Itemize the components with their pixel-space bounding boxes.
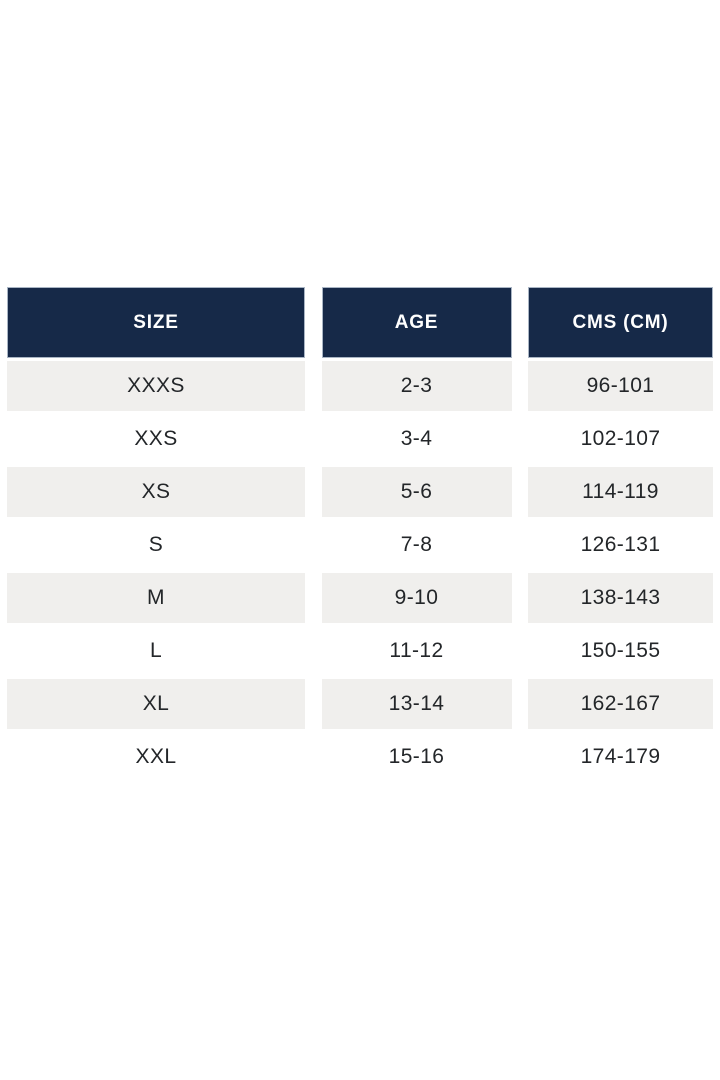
size-chart-table: SIZE AGE CMS (CM) XXXS 2-3 96-101 XXS 3-… — [7, 287, 713, 785]
age-cell: 7-8 — [321, 520, 512, 570]
cms-cell: 102-107 — [528, 414, 713, 464]
cms-cell: 126-131 — [528, 520, 713, 570]
age-cell: 11-12 — [321, 626, 512, 676]
size-cell: XS — [7, 467, 305, 517]
table-row: XXS 3-4 102-107 — [7, 414, 713, 464]
table-row: XL 13-14 162-167 — [7, 679, 713, 729]
table-row: XXXS 2-3 96-101 — [7, 361, 713, 411]
size-cell: XXXS — [7, 361, 305, 411]
cms-cell: 162-167 — [528, 679, 713, 729]
age-cell: 5-6 — [321, 467, 512, 517]
table-header-row: SIZE AGE CMS (CM) — [7, 287, 713, 358]
table-row: L 11-12 150-155 — [7, 626, 713, 676]
age-cell: 15-16 — [321, 732, 512, 782]
header-size: SIZE — [7, 287, 305, 358]
table-row: S 7-8 126-131 — [7, 520, 713, 570]
table-body: XXXS 2-3 96-101 XXS 3-4 102-107 XS 5-6 1… — [7, 361, 713, 782]
header-age: AGE — [321, 287, 512, 358]
table-row: XXL 15-16 174-179 — [7, 732, 713, 782]
cms-cell: 96-101 — [528, 361, 713, 411]
cms-cell: 138-143 — [528, 573, 713, 623]
table-row: M 9-10 138-143 — [7, 573, 713, 623]
age-cell: 13-14 — [321, 679, 512, 729]
size-cell: XL — [7, 679, 305, 729]
size-cell: XXS — [7, 414, 305, 464]
size-cell: L — [7, 626, 305, 676]
age-cell: 9-10 — [321, 573, 512, 623]
size-cell: M — [7, 573, 305, 623]
size-cell: S — [7, 520, 305, 570]
cms-cell: 174-179 — [528, 732, 713, 782]
table-row: XS 5-6 114-119 — [7, 467, 713, 517]
age-cell: 2-3 — [321, 361, 512, 411]
cms-cell: 150-155 — [528, 626, 713, 676]
size-cell: XXL — [7, 732, 305, 782]
age-cell: 3-4 — [321, 414, 512, 464]
cms-cell: 114-119 — [528, 467, 713, 517]
header-cms: CMS (CM) — [528, 287, 713, 358]
